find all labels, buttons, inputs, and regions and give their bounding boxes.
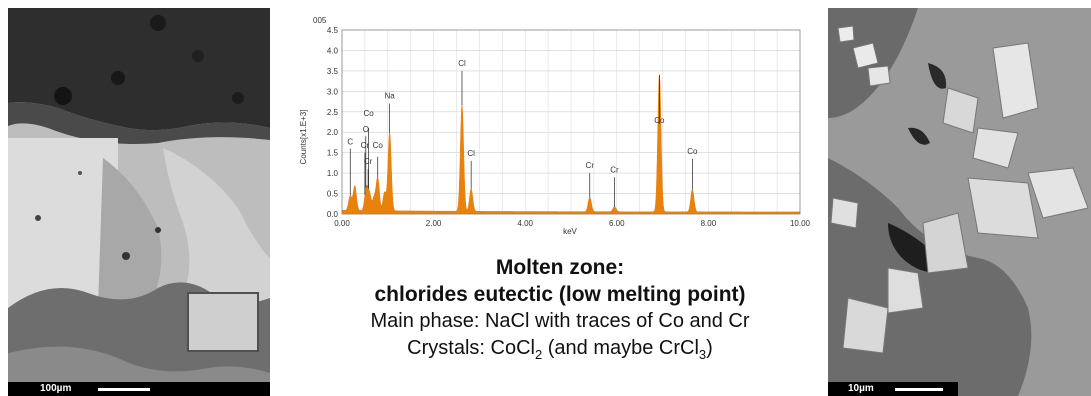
x-tick-label: 0.00 (334, 219, 350, 228)
caption-subheading: chlorides eutectic (low melting point) (374, 283, 746, 306)
annotation-label: Co (373, 141, 384, 150)
y-tick-label: 0.0 (327, 210, 339, 219)
caption-crystals-text-2: (and maybe CrCl (542, 337, 699, 359)
eds-spectrum-chart: 005 Counts[x1.E+3] keV 0.0 0.5 1.0 1.5 2.0 2.… (300, 12, 820, 248)
caption-main-phase: Main phase: NaCl with traces of Co and C… (370, 310, 750, 332)
plot-frame (341, 29, 801, 215)
y-tick-label: 1.0 (327, 169, 339, 178)
annotation-label: Cl (467, 149, 475, 158)
y-tick-label: 3.0 (327, 87, 339, 96)
caption-crystals: Crystals: CoCl2 (and maybe CrCl3) (285, 335, 835, 362)
annotation-label: Co (687, 147, 698, 156)
y-tick-label: 4.5 (327, 26, 339, 35)
x-tick-label: 10.00 (790, 219, 811, 228)
annotation-label: C (347, 137, 353, 146)
spectrum-area (341, 74, 801, 215)
y-axis-label: Counts[x1.E+3] (300, 110, 308, 165)
x-tick-label: 4.00 (517, 219, 533, 228)
caption-sub-2: 2 (534, 347, 543, 362)
annotation-label: Co (363, 109, 374, 118)
annotation-label: Cr (610, 165, 619, 174)
sem-image-left: 100µm (8, 8, 270, 396)
caption-heading: Molten zone: (495, 256, 625, 279)
annotation-label: Cl (458, 59, 466, 68)
y-tick-label: 2.0 (327, 128, 339, 137)
annotation-label: O (363, 125, 369, 134)
scale-bar-left: 100µm (8, 382, 270, 396)
y-tick-label: 4.0 (327, 46, 339, 55)
scale-label-left: 100µm (40, 383, 72, 394)
scale-bar-right: 10µm (828, 382, 958, 396)
caption-sub-3: 3 (698, 347, 707, 362)
y-tick-label: 2.5 (327, 108, 339, 117)
annotation-label: Cr (361, 141, 370, 150)
scale-bar-line-right (895, 388, 943, 391)
annotation-label: Cr (364, 157, 373, 166)
caption-block: Molten zone: chlorides eutectic (low mel… (285, 254, 835, 362)
scale-label-right: 10µm (848, 383, 874, 394)
caption-crystals-text: Crystals: CoCl (407, 337, 535, 359)
x-tick-label: 6.00 (609, 219, 625, 228)
scale-bar-line-left (98, 388, 150, 391)
y-tick-label: 0.5 (327, 190, 339, 199)
sem-image-right: 10µm (828, 8, 1091, 396)
annotation-label: Cr (586, 161, 595, 170)
x-axis-label: keV (563, 227, 577, 236)
annotation-label: Co (654, 116, 665, 125)
y-tick-label: 1.5 (327, 149, 339, 158)
y-tick-label: 3.5 (327, 67, 339, 76)
caption-crystals-text-3: ) (706, 337, 713, 359)
x-tick-label: 8.00 (701, 219, 717, 228)
chart-title: 005 (313, 16, 327, 25)
x-tick-label: 2.00 (426, 219, 442, 228)
annotation-label: Na (385, 92, 396, 101)
